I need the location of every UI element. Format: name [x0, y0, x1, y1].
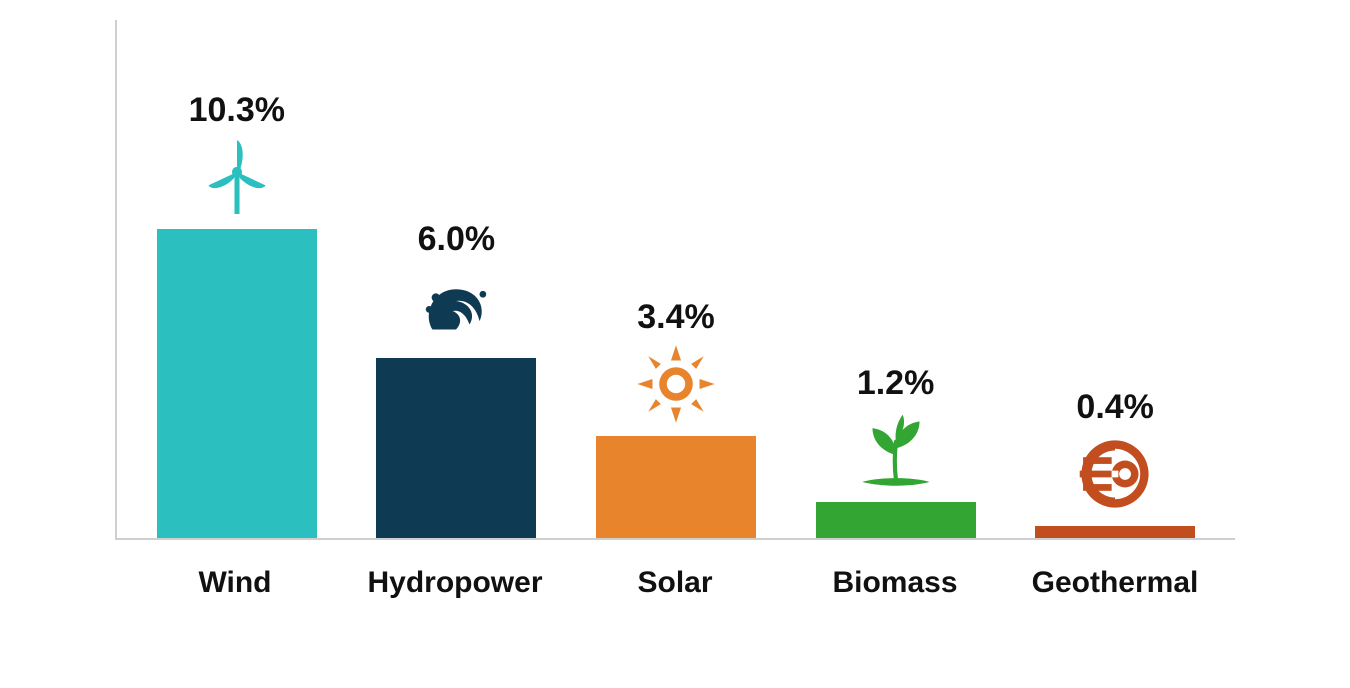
bar-rect	[816, 502, 976, 538]
category-label: Solar	[565, 566, 785, 600]
bar-column: 1.2%	[786, 20, 1006, 538]
bar-value-label: 10.3%	[189, 93, 285, 127]
bar-rect	[1035, 526, 1195, 538]
bar-value-label: 0.4%	[1076, 390, 1154, 424]
plot-area: 10.3% 6.0%	[115, 20, 1235, 540]
category-label: Hydropower	[345, 566, 565, 600]
bar-column: 6.0%	[347, 20, 567, 538]
x-axis-labels: Wind Hydropower Solar Biomass Geothermal	[115, 566, 1235, 600]
category-label: Wind	[125, 566, 345, 600]
leaf-icon	[854, 408, 938, 492]
bar-column: 0.4%	[1005, 20, 1225, 538]
globe-icon	[1073, 432, 1157, 516]
energy-bar-chart: 10.3% 6.0%	[75, 20, 1275, 620]
bar-rect	[376, 358, 536, 538]
bar-value-label: 3.4%	[637, 300, 715, 334]
category-label: Biomass	[785, 566, 1005, 600]
category-label: Geothermal	[1005, 566, 1225, 600]
wind-icon	[195, 135, 279, 219]
bar-value-label: 6.0%	[418, 222, 496, 256]
wave-icon	[414, 264, 498, 348]
bar-value-label: 1.2%	[857, 366, 935, 400]
bar-rect	[596, 436, 756, 538]
bar-column: 10.3%	[127, 20, 347, 538]
bar-column: 3.4%	[566, 20, 786, 538]
bar-rect	[157, 229, 317, 538]
bars-container: 10.3% 6.0%	[117, 20, 1235, 538]
sun-icon	[634, 342, 718, 426]
